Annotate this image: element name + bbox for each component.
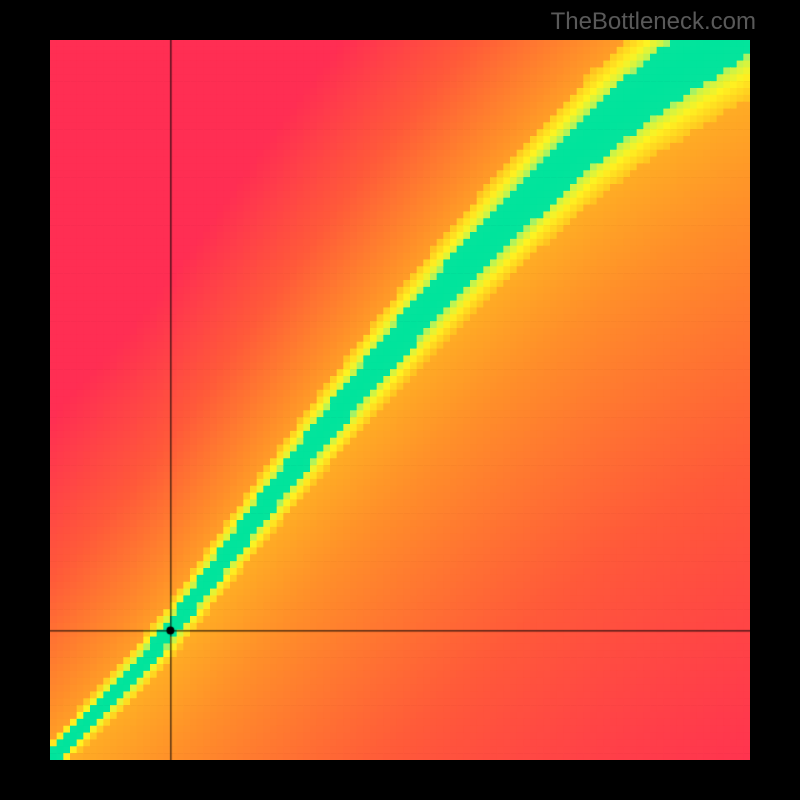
watermark-text: TheBottleneck.com (551, 8, 756, 36)
heatmap-canvas (50, 40, 750, 760)
root-container: TheBottleneck.com (0, 0, 800, 800)
